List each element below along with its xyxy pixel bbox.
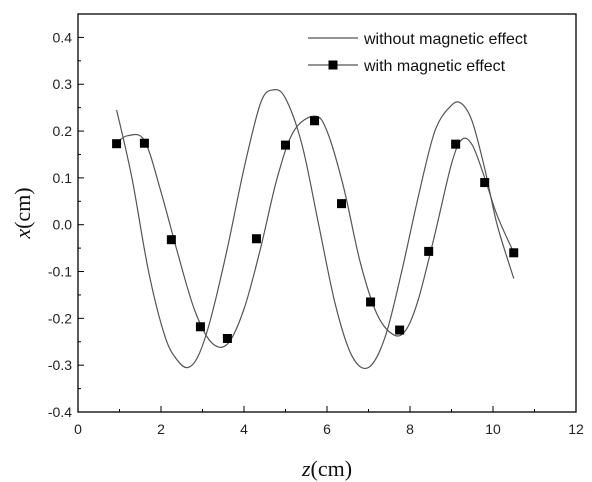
data-point-marker [251, 234, 261, 244]
x-axis-unit: (cm) [311, 456, 353, 481]
data-point-marker [509, 248, 519, 258]
data-point-marker [395, 325, 405, 335]
series-line-with-magnetic [116, 115, 515, 348]
legend-marker-with-magnetic [328, 60, 338, 70]
y-tick-label: 0.2 [53, 123, 73, 139]
y-axis-unit: (cm) [10, 187, 35, 229]
data-point-marker [281, 140, 290, 150]
data-point-marker [166, 235, 176, 245]
data-point-marker [366, 297, 376, 307]
y-tick-label: 0.3 [53, 76, 73, 92]
y-tick-label: -0.1 [48, 264, 72, 280]
x-tick-label: 6 [323, 421, 331, 437]
x-axis-ticks: 0 2 4 6 8 10 12 [74, 406, 584, 437]
x-tick-label: 2 [157, 421, 165, 437]
x-tick-label: 10 [485, 421, 501, 437]
series-line-without-magnetic [116, 88, 515, 370]
data-point-marker [310, 116, 320, 126]
data-point-marker [222, 333, 232, 343]
y-tick-label: 0.0 [53, 217, 73, 233]
x-tick-label: 12 [568, 421, 584, 437]
y-tick-label: 0.1 [53, 170, 73, 186]
y-tick-label: -0.4 [48, 404, 72, 420]
legend-label-with-magnetic: with magnetic effect [363, 58, 506, 75]
data-point-marker [195, 322, 205, 332]
x-tick-label: 0 [74, 421, 82, 437]
series-layer [112, 88, 519, 370]
x-tick-label: 8 [406, 421, 414, 437]
data-point-marker [480, 178, 490, 188]
x-axis-title: z(cm) [301, 456, 352, 481]
legend: without magnetic effect with magnetic ef… [308, 31, 528, 75]
data-point-marker [112, 139, 122, 149]
data-point-marker [424, 246, 434, 256]
y-axis-ticks: -0.4 -0.3 -0.2 -0.1 0.0 0.1 0.2 0.3 0.4 [48, 29, 84, 420]
y-axis-title: x(cm) [10, 187, 35, 239]
data-point-marker [139, 138, 149, 148]
data-point-marker [337, 199, 347, 209]
y-tick-label: -0.3 [48, 357, 72, 373]
y-axis-variable: x [10, 229, 35, 240]
x-axis-variable: z [301, 456, 311, 481]
data-point-marker [451, 139, 461, 149]
y-tick-label: 0.4 [53, 29, 73, 45]
legend-label-without-magnetic: without magnetic effect [363, 31, 528, 48]
x-tick-label: 4 [240, 421, 248, 437]
y-tick-label: -0.2 [48, 310, 72, 326]
